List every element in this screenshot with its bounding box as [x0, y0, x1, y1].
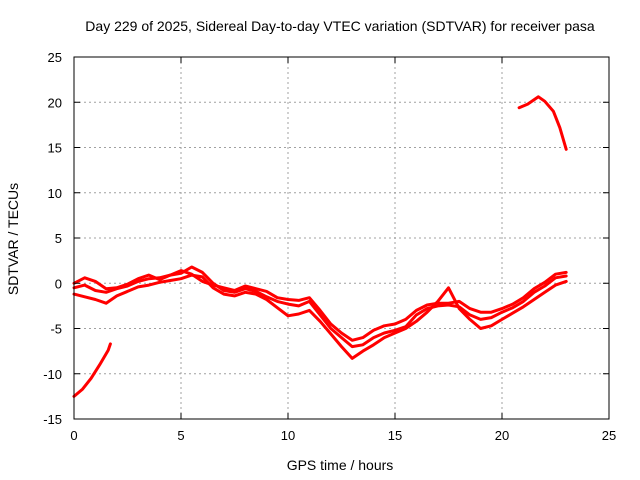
- x-tick-label: 0: [70, 428, 77, 443]
- x-tick-label: 10: [281, 428, 295, 443]
- y-tick-label: 5: [55, 231, 62, 246]
- series-line-main-a: [72, 265, 568, 349]
- series-line-main-b: [72, 273, 568, 360]
- y-axis-label: SDTVAR / TECUs: [5, 183, 21, 295]
- y-tick-label: -15: [43, 412, 62, 427]
- series-line-early-descending: [72, 342, 112, 398]
- y-tick-label: -10: [43, 367, 62, 382]
- axis-ticks: 0 5 10 15 20 25 -15 -10 -5 0 5 10 15 20 25: [43, 50, 616, 443]
- y-tick-label: 0: [55, 276, 62, 291]
- x-tick-label: 25: [602, 428, 616, 443]
- chart-title: Day 229 of 2025, Sidereal Day-to-day VTE…: [85, 18, 595, 34]
- x-tick-label: 20: [495, 428, 509, 443]
- x-tick-label: 5: [177, 428, 184, 443]
- y-tick-label: 15: [48, 141, 62, 156]
- series-line-main-c: [72, 269, 568, 342]
- y-tick-label: -5: [50, 322, 62, 337]
- series-line-late-hump: [517, 95, 568, 151]
- x-axis-label: GPS time / hours: [287, 457, 394, 473]
- x-tick-label: 15: [388, 428, 402, 443]
- y-tick-label: 20: [48, 95, 62, 110]
- plot-series: [72, 95, 568, 398]
- y-tick-label: 25: [48, 50, 62, 65]
- y-tick-label: 10: [48, 186, 62, 201]
- grid-lines: [74, 57, 609, 419]
